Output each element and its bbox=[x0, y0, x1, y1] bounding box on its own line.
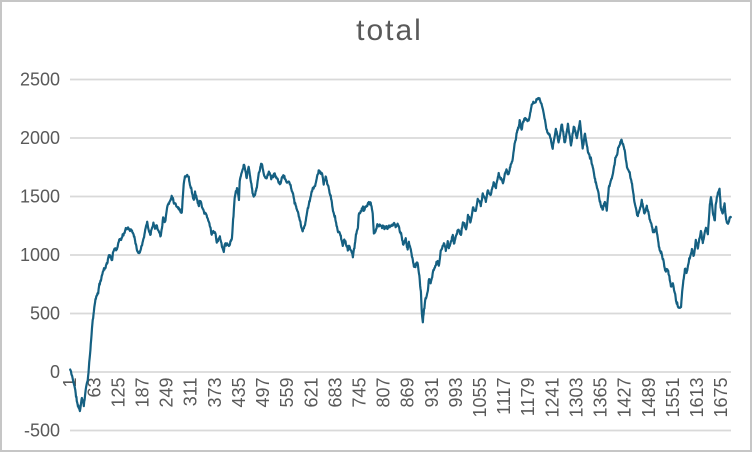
x-axis-label: 1365 bbox=[591, 378, 611, 418]
series-line-total bbox=[69, 96, 732, 413]
y-axis-label: 2000 bbox=[20, 128, 60, 148]
x-axis-label: 559 bbox=[277, 378, 297, 408]
x-axis-label: 1551 bbox=[663, 378, 683, 418]
x-axis-label: 1427 bbox=[615, 378, 635, 418]
x-axis-label: 1303 bbox=[566, 378, 586, 418]
chart-title: total bbox=[356, 14, 423, 47]
y-axis-label: 2500 bbox=[20, 70, 60, 90]
y-axis-label: 1000 bbox=[20, 245, 60, 265]
x-axis-label: 683 bbox=[325, 378, 345, 408]
x-axis-label: 931 bbox=[422, 378, 442, 408]
x-axis-label: 1613 bbox=[687, 378, 707, 418]
x-axis-label: 807 bbox=[374, 378, 394, 408]
x-axis-label: 869 bbox=[398, 378, 418, 408]
x-axis-label: 187 bbox=[133, 378, 153, 408]
x-axis-label: 1055 bbox=[470, 378, 490, 418]
x-axis-label: 497 bbox=[253, 378, 273, 408]
y-axis-label: 1500 bbox=[20, 187, 60, 207]
x-axis-label: 125 bbox=[108, 378, 128, 408]
x-axis-label: 621 bbox=[301, 378, 321, 408]
x-axis-label: 1 bbox=[60, 378, 80, 388]
y-axis-label: -500 bbox=[24, 421, 60, 441]
y-axis-label: 500 bbox=[30, 304, 60, 324]
x-axis-label: 435 bbox=[229, 378, 249, 408]
x-axis-label: 1489 bbox=[639, 378, 659, 418]
x-axis-label: 1179 bbox=[518, 378, 538, 417]
y-axis-label: 0 bbox=[50, 362, 60, 382]
x-axis-label: 373 bbox=[205, 378, 225, 408]
x-axis-label: 1241 bbox=[542, 378, 562, 418]
x-axis-label: 993 bbox=[446, 378, 466, 408]
x-axis-label: 63 bbox=[84, 378, 104, 398]
x-axis-label: 311 bbox=[181, 378, 201, 407]
x-axis-label: 1117 bbox=[494, 377, 514, 414]
x-axis-label: 249 bbox=[157, 378, 177, 408]
x-axis-label: 1675 bbox=[711, 378, 731, 418]
x-axis-label: 745 bbox=[350, 378, 370, 408]
